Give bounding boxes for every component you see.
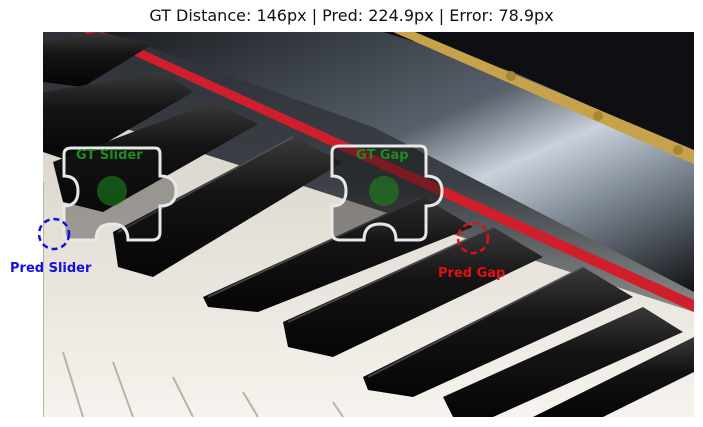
piano-photo — [43, 32, 694, 417]
pred-slider-label: Pred Slider — [10, 261, 92, 276]
gt-gap-label: GT Gap — [356, 148, 409, 163]
gt-slider-marker — [97, 176, 127, 206]
gt-gap-marker — [369, 176, 399, 206]
pred-gap-marker — [456, 221, 490, 255]
pred-gap-label: Pred Gap — [438, 266, 506, 281]
gt-slider-label: GT Slider — [76, 148, 143, 163]
figure-title: GT Distance: 146px | Pred: 224.9px | Err… — [149, 6, 554, 25]
captcha-image — [43, 32, 694, 417]
pred-slider-marker — [37, 217, 71, 251]
